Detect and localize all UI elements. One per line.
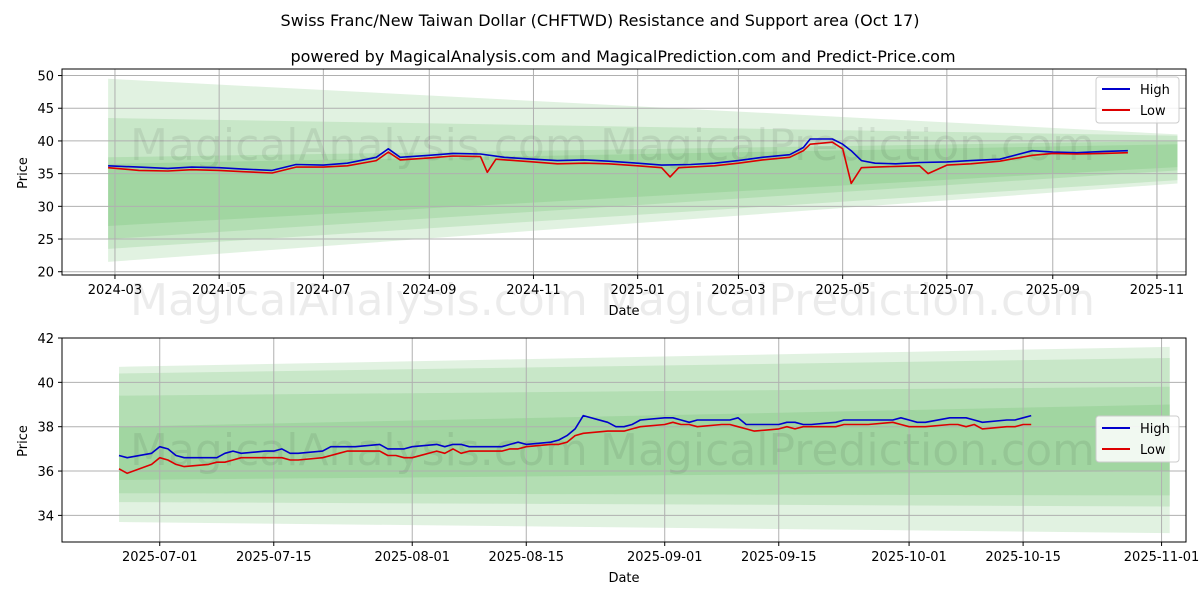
- bottom-high-series-line: [118, 414, 1032, 459]
- bottom-xtick-label: 2025-11-01: [1124, 550, 1200, 565]
- top-chart-legend: High Low: [1095, 76, 1180, 124]
- top-xtick-label: 2024-07: [296, 283, 350, 298]
- top-chart-frame: [61, 68, 1187, 276]
- bottom-band-1: [119, 357, 1170, 507]
- top-xtick-label: 2025-11: [1130, 283, 1184, 298]
- bottom-low-series-line: [118, 421, 1032, 475]
- chart-subtitle: powered by MagicalAnalysis.com and Magic…: [290, 47, 955, 66]
- top-ytick-label: 30: [37, 200, 54, 215]
- top-xtick-label: 2024-11: [506, 283, 560, 298]
- bottom-chart-series: [118, 414, 1032, 475]
- bottom-chart: MagicalAnalysis.com MagicalPrediction.co…: [16, 332, 1199, 586]
- top-ytick-label: 20: [37, 266, 54, 281]
- top-xtick-label: 2025-05: [815, 283, 869, 298]
- top-chart-yticks: 20 25 30 35 40 45 50: [37, 70, 62, 281]
- top-chart-grid: [62, 69, 1186, 275]
- bottom-xtick-label: 2025-08-01: [374, 550, 450, 565]
- top-xtick-label: 2025-03: [711, 283, 765, 298]
- chart-title: Swiss Franc/New Taiwan Dollar (CHFTWD) R…: [281, 11, 920, 30]
- top-chart: MagicalAnalysis.com MagicalPrediction.co…: [16, 68, 1187, 326]
- top-xtick-label: 2024-03: [88, 283, 142, 298]
- watermark-prediction: MagicalPrediction.com: [600, 120, 1095, 171]
- top-ytick-label: 45: [37, 102, 54, 117]
- top-ytick-label: 50: [37, 70, 54, 85]
- bottom-ytick-label: 40: [37, 376, 54, 391]
- top-xtick-label: 2024-05: [192, 283, 246, 298]
- top-chart-watermarks: MagicalAnalysis.com MagicalPrediction.co…: [130, 120, 1095, 326]
- top-band-3: [108, 144, 1178, 226]
- top-xtick-label: 2024-09: [402, 283, 456, 298]
- top-chart-xticks: 2024-03 2024-05 2024-07 2024-09 2024-11 2025-…: [88, 275, 1184, 298]
- watermark-analysis-lower: MagicalAnalysis.com: [130, 275, 588, 326]
- top-high-series-line: [108, 138, 1128, 172]
- watermark-prediction-lower: MagicalPrediction.com: [600, 275, 1095, 326]
- watermark-analysis: MagicalAnalysis.com: [130, 120, 588, 171]
- top-band-1: [108, 118, 1178, 249]
- bottom-ytick-label: 42: [37, 332, 54, 347]
- bottom-legend-high-label: High: [1140, 422, 1170, 437]
- top-ytick-label: 25: [37, 233, 54, 248]
- top-xtick-label: 2025-01: [611, 283, 665, 298]
- top-low-series-line: [108, 141, 1128, 185]
- bottom-band-3: [119, 404, 1170, 480]
- bottom-xtick-label: 2025-07-15: [236, 550, 312, 565]
- top-xtick-label: 2025-09: [1026, 283, 1080, 298]
- bottom-chart-xlabel: Date: [608, 571, 639, 586]
- top-chart-ylabel: Price: [16, 157, 31, 189]
- bottom-ytick-label: 34: [37, 509, 54, 524]
- bottom-chart-bands: [119, 346, 1170, 534]
- bottom-band-2: [119, 386, 1170, 496]
- top-band-0: [108, 78, 1178, 262]
- bottom-xtick-label: 2025-09-01: [627, 550, 703, 565]
- top-ytick-label: 35: [37, 168, 54, 183]
- bottom-xtick-label: 2025-10-15: [985, 550, 1061, 565]
- bottom-xtick-label: 2025-07-01: [122, 550, 198, 565]
- bottom-chart-xticks: 2025-07-01 2025-07-15 2025-08-01 2025-08-15…: [122, 542, 1199, 565]
- bottom-xtick-label: 2025-08-15: [488, 550, 564, 565]
- top-chart-series: [108, 138, 1128, 185]
- bottom-chart-ylabel: Price: [16, 425, 31, 457]
- bottom-band-0: [119, 346, 1170, 534]
- top-ytick-label: 40: [37, 135, 54, 150]
- bottom-chart-yticks: 34 36 38 40 42: [37, 332, 62, 524]
- top-legend-low-label: Low: [1140, 104, 1166, 119]
- bottom-ytick-label: 38: [37, 421, 54, 436]
- top-chart-bands: [108, 78, 1178, 262]
- top-chart-xlabel: Date: [608, 304, 639, 319]
- bottom-ytick-label: 36: [37, 465, 54, 480]
- top-xtick-label: 2025-07: [920, 283, 974, 298]
- top-legend-high-label: High: [1140, 83, 1170, 98]
- bottom-chart-frame: [61, 337, 1187, 543]
- watermark-prediction-bottom: MagicalPrediction.com: [600, 425, 1095, 476]
- bottom-xtick-label: 2025-09-15: [741, 550, 817, 565]
- bottom-chart-legend: High Low: [1095, 415, 1180, 463]
- bottom-xtick-label: 2025-10-01: [871, 550, 947, 565]
- bottom-legend-low-label: Low: [1140, 443, 1166, 458]
